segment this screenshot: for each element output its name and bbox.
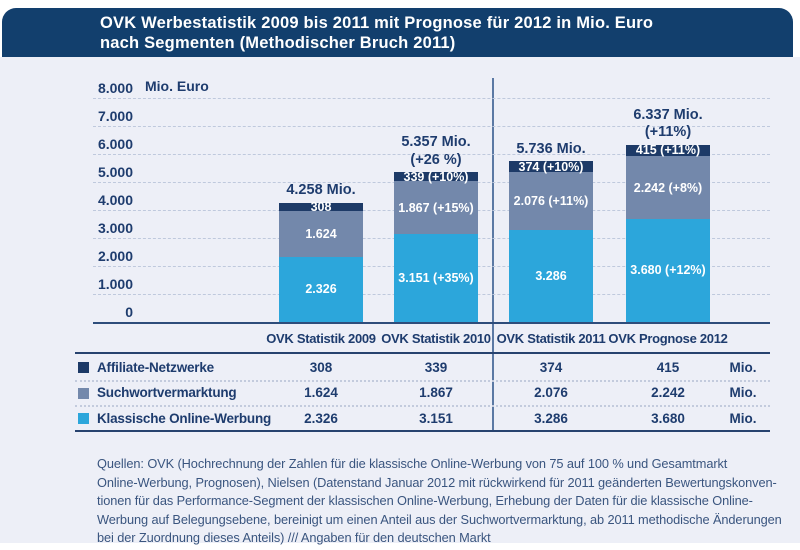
- bar-segment: 2.326: [279, 256, 363, 322]
- table-cell-unit: Mio.: [729, 410, 757, 426]
- legend-color-chip: [78, 387, 89, 399]
- y-tick-label: 2.000: [97, 248, 133, 264]
- page-title-line2: nach Segmenten (Methodischer Bruch 2011): [100, 34, 456, 52]
- y-tick-label: 5.000: [97, 164, 133, 180]
- table-cell-value: 415: [656, 359, 680, 375]
- bar-segment-value-label: 3.680 (+12%): [630, 263, 706, 278]
- table-column-header: OVK Statistik 2011: [496, 331, 606, 346]
- bar-segment-value-label: 415 (+11%): [635, 143, 701, 158]
- bar-segment: 1.624: [279, 211, 363, 257]
- y-tick-label: 1.000: [97, 276, 133, 292]
- bar-segment-value-label: 1.867 (+15%): [398, 200, 474, 215]
- table-cell-value: 1.867: [419, 385, 453, 401]
- table-cell-value: 2.076: [534, 385, 568, 401]
- bar-segment-value-label: 1.624: [305, 227, 337, 242]
- bar-total-growth: (+26 %): [410, 151, 462, 168]
- y-tick-label: 7.000: [97, 108, 133, 124]
- bar-segment: 2.076 (+11%): [509, 171, 593, 230]
- bar-total-label: 5.357 Mio. (+26 %): [356, 134, 516, 169]
- page-title-line1: OVK Werbestatistik 2009 bis 2011 mit Pro…: [100, 14, 654, 32]
- table-cell-value: 2.242: [651, 385, 685, 401]
- table-cell-value: 1.624: [304, 385, 338, 401]
- sources-note-line: Online-Werbung, Prognosen), Nielsen (Dat…: [97, 474, 777, 490]
- bar-segment: 374 (+10%): [509, 159, 593, 174]
- table-row-separator: [75, 379, 770, 382]
- table-row-separator: [75, 405, 770, 407]
- sources-note-line: Quellen: OVK (Hochrechnung der Zahlen fü…: [97, 456, 728, 471]
- legend-color-chip: [78, 362, 89, 374]
- bar-segment-value-label: 2.326: [305, 282, 337, 297]
- bar-segment: 3.286: [509, 229, 593, 322]
- method-break-divider-line: [492, 78, 494, 430]
- bar-total-label: 6.337 Mio. (+11%): [588, 107, 748, 142]
- table-cell-value: 339: [424, 359, 448, 375]
- sources-note-line: Werbung auf Belegungsebene, bereinigt um…: [97, 511, 782, 527]
- table-header-underline: [75, 352, 770, 354]
- bar-segment-value-label: 3.286: [535, 268, 567, 283]
- y-gridline: [93, 154, 770, 155]
- bar-total-growth: (+11%): [644, 124, 692, 141]
- bar-total-value: 6.337 Mio.: [633, 106, 703, 123]
- bar-segment-value-label: 2.076 (+11%): [513, 193, 589, 208]
- table-cell-value: 2.326: [304, 410, 338, 426]
- bar-segment-value-label: 308: [310, 200, 332, 215]
- table-column-header: OVK Prognose 2012: [608, 331, 728, 346]
- y-tick-label: 0: [125, 304, 133, 320]
- table-column-header: OVK Statistik 2010: [381, 331, 491, 346]
- y-gridline: [93, 126, 770, 127]
- sources-note-line: bei der Zuordnung dieses Anteils) /// An…: [97, 530, 491, 546]
- legend-row-label: Klassische Online-Werbung: [97, 410, 272, 426]
- table-cell-value: 3.286: [534, 410, 568, 426]
- bar-segment: 1.867 (+15%): [394, 181, 478, 234]
- y-tick-label: 8.000: [97, 80, 133, 96]
- bar-total-value: 5.736 Mio.: [516, 140, 586, 157]
- table-cell-value: 308: [309, 359, 333, 375]
- legend-color-chip: [78, 413, 89, 425]
- legend-row-label: Affiliate-Netzwerke: [97, 359, 214, 375]
- legend-row-label: Suchwortvermarktung: [97, 385, 237, 401]
- bar-total-value: 5.357 Mio.: [401, 134, 471, 151]
- bar-segment-value-label: 3.151 (+35%): [398, 270, 474, 285]
- y-tick-label: 3.000: [97, 220, 133, 236]
- bar-segment: 3.151 (+35%): [394, 233, 478, 322]
- table-cell-value: 3.151: [419, 410, 453, 426]
- y-gridline: [93, 98, 770, 99]
- sources-note: Quellen: OVK (Hochrechnung der Zahlen fü…: [97, 455, 782, 548]
- bar-segment-value-label: 374 (+10%): [518, 159, 584, 174]
- table-cell-value: 374: [539, 359, 563, 375]
- table-cell-value: 3.680: [651, 410, 685, 426]
- bar-total-value: 4.258 Mio.: [286, 182, 356, 199]
- bar-total-label: 5.736 Mio.: [471, 141, 631, 159]
- y-axis-unit-label: Mio. Euro: [145, 78, 209, 94]
- y-tick-label: 4.000: [97, 192, 133, 208]
- bar-total-label: 4.258 Mio.: [241, 182, 401, 200]
- table-bottom-line: [75, 430, 770, 432]
- sources-note-line: tionen für das Performance-Segment der k…: [97, 493, 753, 509]
- bar-segment-value-label: 2.242 (+8%): [633, 180, 703, 195]
- y-tick-label: 6.000: [97, 136, 133, 152]
- table-column-header: OVK Statistik 2009: [266, 331, 376, 346]
- bar-segment: 415 (+11%): [626, 143, 710, 158]
- bar-segment: 339 (+10%): [394, 169, 478, 184]
- bar-segment: 308: [279, 200, 363, 215]
- title-bar: OVK Werbestatistik 2009 bis 2011 mit Pro…: [2, 8, 793, 57]
- bar-segment: 2.242 (+8%): [626, 156, 710, 219]
- bar-segment: 3.680 (+12%): [626, 218, 710, 322]
- table-cell-unit: Mio.: [729, 385, 757, 401]
- table-cell-unit: Mio.: [729, 359, 757, 375]
- x-axis-line: [93, 322, 770, 324]
- bar-segment-value-label: 339 (+10%): [403, 169, 469, 184]
